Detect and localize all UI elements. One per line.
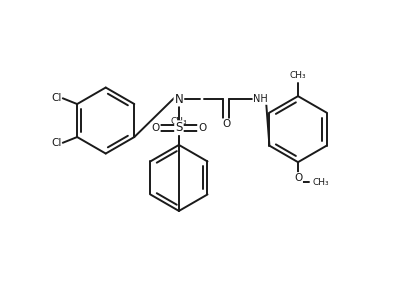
Text: O: O [198,123,206,133]
Text: O: O [152,123,160,133]
Text: S: S [175,121,183,134]
Text: Cl: Cl [51,93,61,103]
Text: CH₃: CH₃ [312,178,329,187]
Text: CH₃: CH₃ [290,71,306,80]
Text: NH: NH [254,94,268,104]
Text: Cl: Cl [51,138,61,148]
Text: N: N [175,92,183,106]
Text: CH₃: CH₃ [171,117,187,126]
Text: O: O [222,119,230,129]
Text: O: O [294,173,302,183]
